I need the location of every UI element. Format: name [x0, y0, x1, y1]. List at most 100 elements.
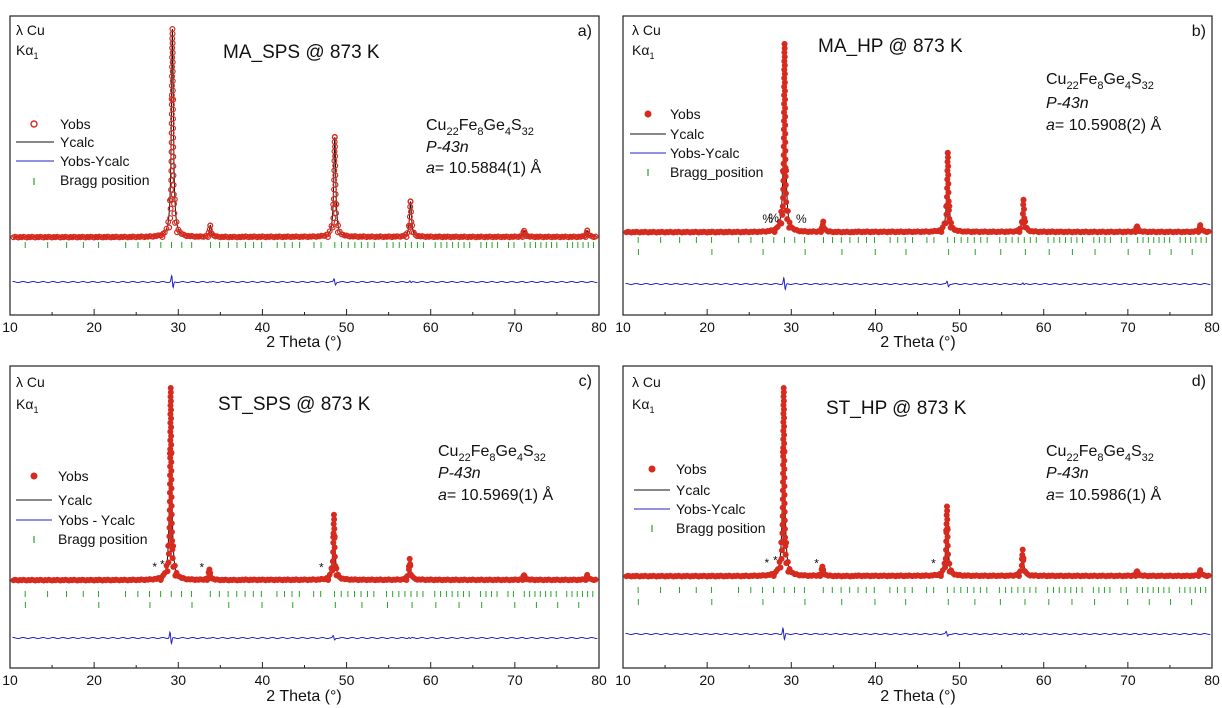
- panel-d-yobs-point: [1019, 551, 1026, 558]
- panel-c-yobs-point: [330, 539, 337, 546]
- panel-c-yobs-point: [333, 572, 340, 579]
- panel-b-yobs-point: [786, 224, 793, 231]
- panel-b-yobs-point: [943, 211, 950, 218]
- panel-c-yobs-point: [204, 576, 211, 583]
- panel-a-yobs-point: [408, 218, 415, 225]
- panel-b-x-tick-label: 70: [1120, 319, 1136, 335]
- panel-a-yobs-point: [168, 167, 175, 174]
- panel-b-yobs-point: [1205, 228, 1212, 235]
- panel-d-phase-info: Cu22Fe8Ge4S32 P-43n a= 10.5986(1) Å: [1046, 443, 1162, 504]
- panel-a-x-tick-label: 10: [2, 319, 18, 335]
- panel-d-legend: Yobs Ycalc Yobs-Ycalc Bragg position: [634, 461, 766, 536]
- panel-c-x-tick-label: 80: [591, 672, 607, 688]
- panel-d-x-axis: 10 20 30 40 50 60 70 80: [615, 662, 1220, 688]
- panel-d-yobs-point: [937, 572, 944, 579]
- panel-d-yobs-point: [778, 555, 785, 562]
- panel-d-yobs-point: [1019, 546, 1026, 553]
- panel-d-yobs-point: [782, 543, 789, 550]
- panel-c-space-group: P-43n: [438, 465, 481, 482]
- panel-c-x-tick-label: 10: [2, 672, 18, 688]
- panel-c-yobs-point: [403, 576, 410, 583]
- panel-b-bragg-ticks: [637, 237, 1207, 255]
- panel-b-formula: Cu22Fe8Ge4S32: [1046, 71, 1154, 92]
- panel-a-legend-calc: Ycalc: [60, 134, 94, 150]
- panel-a-yobs-point: [331, 134, 338, 141]
- panel-d-impurity-marker: *: [765, 556, 770, 570]
- panel-d-impurity-marker: *: [931, 556, 936, 570]
- panel-c-legend-obs-symbol: [30, 472, 38, 480]
- panel-c-yobs-point: [172, 572, 179, 579]
- panel-a-legend: Yobs Ycalc Yobs-Ycalc Bragg position: [16, 116, 150, 188]
- panel-c-yobs-point: [166, 542, 173, 549]
- panel-b-label: b): [1192, 23, 1206, 40]
- panel-c-title: ST_SPS @ 873 K: [218, 394, 371, 415]
- panel-b-yobs-point: [778, 220, 785, 227]
- panel-d-x-tick-label: 30: [783, 672, 799, 688]
- panel-a-x-tick-label: 60: [423, 319, 439, 335]
- panel-d-yobs-point: [778, 547, 785, 554]
- panel-b-yobs-point: [779, 203, 786, 210]
- panel-a-yobs-point: [170, 182, 177, 189]
- panel-c-yobs-point: [331, 525, 338, 532]
- panel-a-yobs-point: [326, 228, 333, 235]
- panel-a-yobs-point: [167, 205, 174, 212]
- panel-b-legend-diff: Yobs-Ycalc: [670, 145, 740, 161]
- panel-b-yobs-point: [779, 211, 786, 218]
- panel-a-yobs-point: [170, 153, 177, 160]
- panel-a-yobs-point: [406, 223, 413, 230]
- panel-d-legend-obs: Yobs: [676, 461, 707, 477]
- panel-d-difference-curve: [625, 626, 1211, 641]
- panel-b-yobs-point: [780, 186, 787, 193]
- panel-b-yobs-point: [947, 224, 954, 231]
- panel-a-formula: Cu22Fe8Ge4S32: [426, 117, 534, 138]
- panel-a-yobs-point: [206, 226, 213, 233]
- panel-a-yobs-point: [167, 196, 174, 203]
- panel-a-x-tick-label: 80: [591, 319, 607, 335]
- panel-d-x-tick-label: 50: [952, 672, 968, 688]
- panel-a-yobs-point: [205, 234, 212, 241]
- panel-c-yobs-point: [165, 559, 172, 566]
- panel-b-yobs-point: [946, 215, 953, 222]
- panel-c-yobs-point: [170, 563, 177, 570]
- panel-c-x-tick-label: 70: [507, 672, 523, 688]
- panel-c-impurity-marker: *: [200, 560, 205, 574]
- panel-b-yobs-point: [1016, 229, 1023, 236]
- panel-d-legend-bragg: Bragg position: [676, 520, 766, 536]
- panel-c-wavelength-sub: 1: [33, 405, 38, 415]
- panel-b-yobs-point: [771, 229, 778, 236]
- panel-d-x-tick-label: 20: [699, 672, 715, 688]
- panel-c-yobs-point: [405, 566, 412, 573]
- panel-d-wavelength-sub: 1: [649, 405, 654, 415]
- panel-a-legend-obs: Yobs: [60, 116, 91, 132]
- panel-a-yobs-point: [324, 234, 331, 241]
- panel-a-yobs-point: [332, 200, 339, 207]
- panel-c-x-tick-label: 20: [86, 672, 102, 688]
- panel-c-ycalc-line: [12, 387, 598, 581]
- panel-d-wavelength-k: Kα: [632, 396, 649, 412]
- panel-c-yobs-point: [164, 568, 171, 575]
- panel-b-difference-curve: [625, 276, 1211, 291]
- panel-b-wavelength-sub: 1: [649, 51, 654, 61]
- panel-a-yobs-point: [167, 215, 174, 222]
- panel-b-yobs-point: [1197, 222, 1204, 229]
- panel-c-yobs-point: [592, 576, 599, 583]
- panel-d-yobs-point: [782, 551, 789, 558]
- panel-c-yobs-point: [330, 511, 337, 518]
- panel-c-lattice: a= 10.5969(1) Å: [438, 485, 554, 504]
- panel-c-yobs-point: [157, 576, 164, 583]
- panel-b-yobs-point: [942, 220, 949, 227]
- panel-d-yobs-point: [779, 538, 786, 545]
- panel-a-yobs-point: [521, 227, 528, 234]
- panel-c-plot-layer: * * * *: [10, 385, 599, 645]
- panel-c-legend-bragg: Bragg position: [58, 531, 148, 547]
- panel-d-legend-obs-symbol: [648, 465, 656, 473]
- panel-a-wavelength-line2: Kα1: [16, 42, 38, 61]
- panel-a-x-tick-label: 70: [507, 319, 523, 335]
- panel-a: λ Cu Kα1 MA_SPS @ 873 K a) Cu22Fe8Ge4S32…: [2, 15, 607, 351]
- panel-d-yobs-point: [1020, 557, 1027, 564]
- panel-c-wavelength-k: Kα: [16, 396, 33, 412]
- panel-a-yobs-point: [407, 198, 414, 205]
- panel-a-yobs-point: [333, 210, 340, 217]
- panel-a-yobs-point: [171, 200, 178, 207]
- panel-a-yobs-point: [333, 219, 340, 226]
